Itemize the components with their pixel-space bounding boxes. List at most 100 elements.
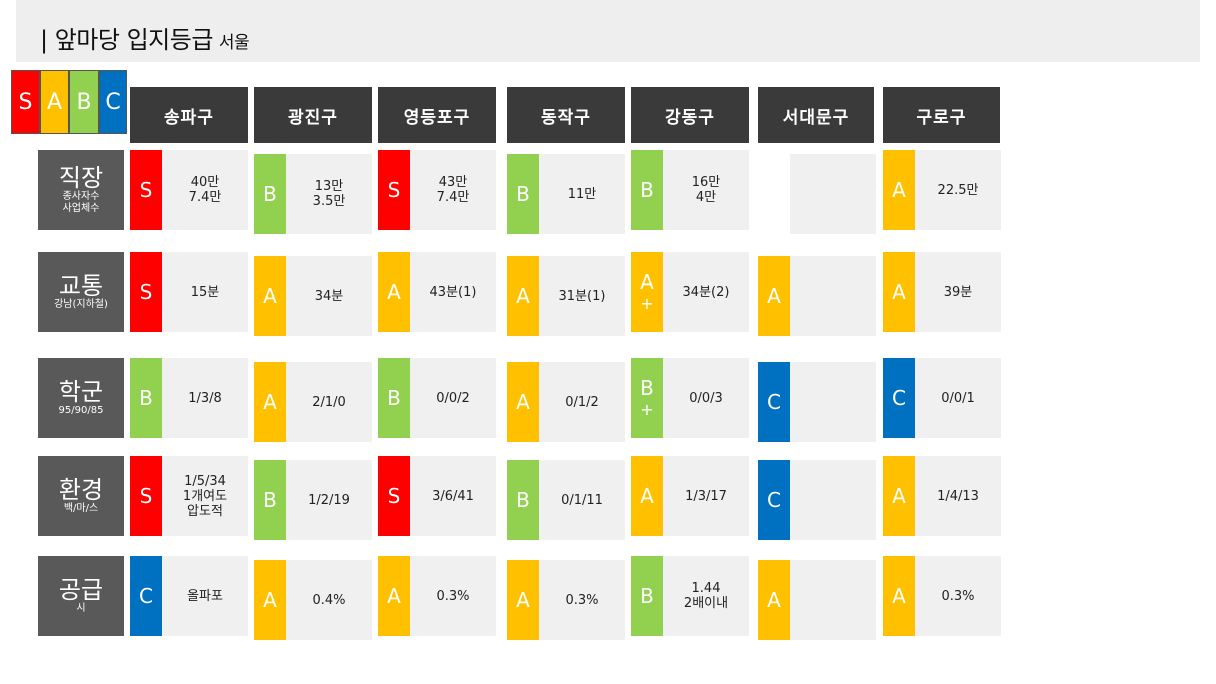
grade-badge: S <box>378 150 410 230</box>
grade-badge: A <box>378 556 410 636</box>
column-header-1: 송파구 <box>130 87 248 143</box>
grade-letter: B <box>139 386 153 410</box>
grade-cell-value: 39분 <box>915 252 1001 332</box>
grade-letter: A <box>767 284 781 308</box>
grade-badge: A <box>507 256 539 336</box>
row-label-sub: 강남(지하철) <box>54 299 108 310</box>
grade-badge: S <box>130 456 162 536</box>
grade-badge: C <box>130 556 162 636</box>
row-label-main: 직장 <box>58 164 104 192</box>
page-title: | 앞마당 입지등급 서울 <box>40 20 250 55</box>
grade-badge: B <box>507 460 539 540</box>
grade-cell-value <box>790 256 876 336</box>
grade-cell-value <box>790 560 876 640</box>
column-header-2: 광진구 <box>254 87 372 143</box>
grade-cell-value: 31분(1) <box>539 256 625 336</box>
grade-badge: B <box>631 556 663 636</box>
grade-cell-value: 40만 7.4만 <box>162 150 248 230</box>
grade-badge: A <box>254 256 286 336</box>
grade-badge: A <box>378 252 410 332</box>
grade-letter: A <box>640 270 654 294</box>
grade-letter: S <box>387 484 401 508</box>
grade-cell-value <box>790 362 876 442</box>
grade-badge: B <box>378 358 410 438</box>
grade-letter: S <box>139 178 153 202</box>
grade-letter: B <box>263 182 277 206</box>
grade-letter: A <box>387 280 401 304</box>
grade-letter: S <box>139 484 153 508</box>
grade-cell-value: 22.5만 <box>915 150 1001 230</box>
empty-cell <box>790 154 876 234</box>
grade-letter: B <box>516 182 530 206</box>
grade-letter: C <box>892 386 906 410</box>
grade-badge: A <box>254 362 286 442</box>
grade-letter: A <box>892 584 906 608</box>
row-label-main: 학군 <box>58 378 104 406</box>
grade-cell-value: 1/3/17 <box>663 456 749 536</box>
column-header-4: 동작구 <box>507 87 625 143</box>
grade-cell-value: 0/0/2 <box>410 358 496 438</box>
grade-letter: B <box>387 386 401 410</box>
grade-cell-value: 1/4/13 <box>915 456 1001 536</box>
grade-badge: A + <box>631 252 663 332</box>
row-label-2: 교통 강남(지하철) <box>38 252 124 332</box>
grade-letter: A <box>263 588 277 612</box>
grade-badge: S <box>130 252 162 332</box>
grade-badge: A <box>507 560 539 640</box>
grade-cell-value: 11만 <box>539 154 625 234</box>
grade-letter: B <box>263 488 277 512</box>
grade-badge: B <box>254 154 286 234</box>
grade-cell-value: 1/2/19 <box>286 460 372 540</box>
grade-cell-value: 0/1/11 <box>539 460 625 540</box>
grade-cell-value: 34분 <box>286 256 372 336</box>
grade-letter: A <box>516 390 530 414</box>
grade-cell-value: 1/3/8 <box>162 358 248 438</box>
grade-badge: A <box>254 560 286 640</box>
row-label-4: 환경 백/마/스 <box>38 456 124 536</box>
grade-letter: B <box>640 376 654 400</box>
grade-letter: A <box>516 284 530 308</box>
grade-badge: A <box>883 556 915 636</box>
grade-cell-value: 0/1/2 <box>539 362 625 442</box>
column-header-6: 서대문구 <box>758 87 874 143</box>
grade-cell-value: 0/0/3 <box>663 358 749 438</box>
grade-plus: + <box>640 294 654 313</box>
grade-cell-value: 43만 7.4만 <box>410 150 496 230</box>
grade-letter: A <box>263 284 277 308</box>
grade-cell-value: 2/1/0 <box>286 362 372 442</box>
grade-cell-value <box>790 460 876 540</box>
grade-letter: A <box>516 588 530 612</box>
grade-letter: B <box>640 584 654 608</box>
grade-letter: C <box>139 584 153 608</box>
grade-badge: S <box>378 456 410 536</box>
grade-badge: A <box>631 456 663 536</box>
grade-cell-value: 0.3% <box>539 560 625 640</box>
legend-s: S <box>11 70 40 134</box>
legend-c: C <box>99 70 127 134</box>
title-bar: | 앞마당 입지등급 서울 <box>16 0 1200 62</box>
column-header-7: 구로구 <box>883 87 1000 143</box>
grade-letter: B <box>640 178 654 202</box>
grade-badge: A <box>883 456 915 536</box>
grade-letter: A <box>767 588 781 612</box>
grade-letter: A <box>263 390 277 414</box>
grade-badge: C <box>758 460 790 540</box>
grade-letter: A <box>892 178 906 202</box>
row-label-sub: 종사자수 사업체수 <box>62 191 100 214</box>
row-label-main: 환경 <box>58 476 104 504</box>
grade-cell-value: 0.3% <box>915 556 1001 636</box>
legend-b: B <box>69 70 99 134</box>
grade-letter: C <box>767 488 781 512</box>
grade-badge: A <box>758 560 790 640</box>
row-label-sub: 백/마/스 <box>63 503 99 514</box>
column-header-5: 강동구 <box>631 87 749 143</box>
row-label-1: 직장 종사자수 사업체수 <box>38 150 124 230</box>
legend-a: A <box>40 70 69 134</box>
grade-cell-value: 34분(2) <box>663 252 749 332</box>
row-label-sub: 시 <box>76 603 86 614</box>
title-main: | 앞마당 입지등급 <box>40 26 213 54</box>
grade-badge: B + <box>631 358 663 438</box>
grade-badge: A <box>758 256 790 336</box>
column-header-3: 영등포구 <box>378 87 496 143</box>
grade-badge: C <box>758 362 790 442</box>
